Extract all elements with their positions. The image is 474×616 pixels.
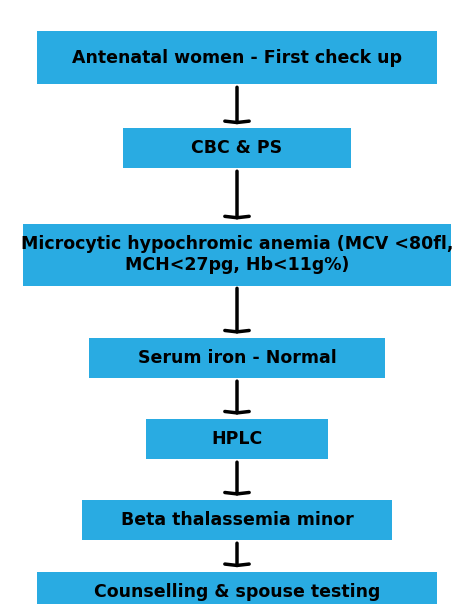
Bar xyxy=(89,338,385,378)
Bar xyxy=(23,224,451,286)
Text: Microcytic hypochromic anemia (MCV <80fl,
MCH<27pg, Hb<11g%): Microcytic hypochromic anemia (MCV <80fl… xyxy=(21,235,453,274)
Bar xyxy=(146,419,328,460)
Bar xyxy=(37,31,437,84)
Bar xyxy=(37,572,437,612)
Text: Serum iron - Normal: Serum iron - Normal xyxy=(137,349,337,367)
Text: Beta thalassemia minor: Beta thalassemia minor xyxy=(120,511,354,529)
Bar xyxy=(82,500,392,540)
Bar xyxy=(123,128,351,168)
Text: CBC & PS: CBC & PS xyxy=(191,139,283,157)
Text: Antenatal women - First check up: Antenatal women - First check up xyxy=(72,49,402,67)
Text: Counselling & spouse testing: Counselling & spouse testing xyxy=(94,583,380,601)
Text: HPLC: HPLC xyxy=(211,431,263,448)
